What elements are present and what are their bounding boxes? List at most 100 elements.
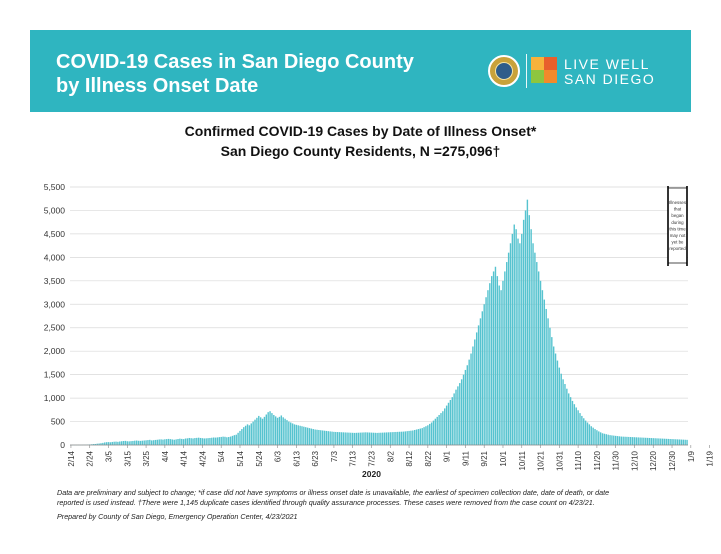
year-label: 2020 bbox=[362, 469, 381, 479]
bar bbox=[438, 414, 440, 445]
bar bbox=[537, 271, 540, 445]
bar bbox=[440, 413, 442, 445]
bar bbox=[620, 436, 623, 445]
bar bbox=[175, 439, 177, 445]
bar bbox=[568, 393, 570, 445]
bar bbox=[560, 373, 562, 445]
bar bbox=[569, 397, 572, 445]
bar bbox=[395, 431, 397, 445]
bar bbox=[100, 443, 102, 445]
bar bbox=[308, 428, 311, 445]
bar bbox=[391, 432, 393, 445]
y-tick-label: 3,000 bbox=[44, 299, 66, 309]
bar bbox=[149, 439, 151, 445]
x-tick-label: 7/23 bbox=[367, 450, 376, 466]
bar bbox=[171, 439, 174, 445]
bar bbox=[590, 426, 592, 445]
bar bbox=[524, 210, 527, 445]
bar bbox=[605, 434, 607, 445]
bar bbox=[622, 436, 624, 445]
x-tick-label: 9/11 bbox=[461, 450, 470, 466]
reporting-lag-text: began bbox=[671, 213, 684, 218]
bar bbox=[378, 432, 380, 445]
x-tick-label: 2/14 bbox=[67, 450, 76, 466]
bar bbox=[368, 432, 371, 445]
bar bbox=[299, 425, 301, 445]
bar bbox=[643, 437, 645, 445]
bar bbox=[263, 416, 266, 445]
bar bbox=[342, 432, 345, 445]
bar bbox=[554, 353, 557, 445]
bar bbox=[252, 421, 254, 445]
bar bbox=[130, 441, 132, 445]
chart-title: Confirmed COVID-19 Cases by Date of Illn… bbox=[184, 123, 537, 139]
bar bbox=[336, 432, 339, 445]
bar bbox=[387, 432, 390, 445]
bar bbox=[239, 430, 241, 445]
bar bbox=[151, 440, 153, 445]
bar bbox=[434, 418, 437, 445]
bar bbox=[241, 429, 243, 445]
bar bbox=[466, 365, 468, 445]
bar bbox=[158, 439, 160, 445]
bar bbox=[630, 437, 632, 445]
bar bbox=[301, 426, 303, 445]
bar bbox=[231, 435, 234, 445]
bar bbox=[316, 429, 318, 445]
bar bbox=[633, 437, 636, 445]
bar bbox=[631, 437, 634, 445]
bar bbox=[199, 437, 202, 445]
x-tick-label: 5/4 bbox=[217, 450, 226, 462]
bar bbox=[507, 252, 510, 445]
bar bbox=[310, 428, 313, 445]
bar bbox=[338, 432, 341, 445]
bar bbox=[637, 437, 639, 445]
bar bbox=[139, 440, 142, 445]
y-tick-label: 0 bbox=[60, 440, 65, 450]
bar bbox=[305, 427, 307, 445]
reporting-lag-text: yet be bbox=[672, 240, 685, 245]
bar bbox=[618, 436, 621, 445]
bar bbox=[132, 440, 134, 445]
bar bbox=[166, 439, 168, 445]
bar bbox=[607, 434, 609, 445]
bar bbox=[323, 430, 326, 445]
bar bbox=[491, 276, 493, 445]
bar bbox=[485, 297, 487, 445]
bar bbox=[641, 437, 643, 445]
bar bbox=[400, 431, 403, 445]
x-tick-label: 5/14 bbox=[236, 450, 245, 466]
bar bbox=[566, 388, 568, 445]
x-tick-label: 10/11 bbox=[518, 450, 527, 470]
bar bbox=[194, 438, 196, 445]
y-tick-label: 1,500 bbox=[44, 370, 66, 380]
bar bbox=[583, 418, 585, 445]
x-tick-label: 4/4 bbox=[161, 450, 170, 462]
prepared-by: Prepared by County of San Diego, Emergen… bbox=[57, 512, 298, 521]
page-title-line1: COVID-19 Cases in San Diego County bbox=[56, 51, 414, 73]
x-tick-label: 8/2 bbox=[386, 450, 395, 462]
bar bbox=[160, 439, 162, 445]
bar bbox=[370, 432, 373, 445]
x-tick-label: 6/3 bbox=[274, 450, 283, 462]
bar bbox=[549, 327, 551, 445]
bar bbox=[669, 438, 671, 445]
bar bbox=[551, 337, 553, 445]
bar bbox=[635, 437, 638, 445]
bar bbox=[222, 436, 224, 445]
y-tick-label: 2,500 bbox=[44, 323, 66, 333]
bar bbox=[134, 440, 136, 445]
footnote-line2: reported is used instead. †There were 1,… bbox=[57, 498, 595, 507]
bar bbox=[383, 432, 386, 445]
bar bbox=[348, 432, 350, 445]
x-tick-label: 8/22 bbox=[424, 450, 433, 466]
bar bbox=[611, 435, 613, 445]
x-tick-label: 10/1 bbox=[499, 450, 508, 466]
bar bbox=[665, 438, 668, 445]
bar bbox=[278, 416, 281, 445]
bar bbox=[645, 437, 647, 445]
bar bbox=[344, 432, 346, 445]
bar bbox=[528, 215, 530, 445]
bar bbox=[558, 367, 561, 445]
